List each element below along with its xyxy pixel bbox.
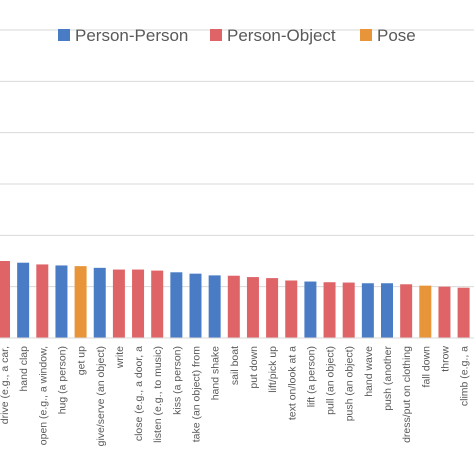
x-tick-label: hug (a person) [56,346,68,414]
x-tick-label: write [114,346,126,369]
bar [36,264,49,338]
x-tick-labels: drive (e.g., a car, hand clap open (e.g., … [0,345,471,446]
bar [132,269,145,338]
bar [323,282,336,338]
bar [93,267,106,338]
bar [246,277,259,338]
x-tick-label: fall down [420,346,432,388]
x-tick-label: hand clap [18,346,30,392]
legend: Person-Person Person-Object Pose [58,26,416,45]
legend-entry: Pose [360,26,416,45]
bar [170,272,183,338]
x-tick-label: text on/look at a [286,346,298,420]
bar [400,284,413,338]
gridlines [0,29,474,288]
x-tick-label: sail boat [229,346,241,385]
x-tick-label: throw [439,346,451,372]
x-tick-label: listen (e.g., to music) [152,346,164,443]
legend-label: Pose [377,26,416,45]
x-tick-label: hand wave [363,346,375,397]
x-tick-label: push (another [382,345,394,410]
legend-label: Person-Object [227,26,336,45]
legend-swatch [58,29,70,41]
bar [112,269,125,338]
bar [74,266,87,338]
x-tick-label: pull (an object) [325,346,337,415]
bar [381,283,393,338]
x-tick-label: kiss (a person) [171,346,183,415]
legend-entry: Person-Person [58,26,188,45]
legend-swatch [210,29,222,41]
legend-entry: Person-Object [210,26,336,45]
bar [0,261,10,338]
x-tick-label: take (an object) from [191,346,203,443]
x-tick-label: lift (a person) [305,346,317,407]
bar [457,287,470,338]
x-tick-label: drive (e.g., a car, [0,346,11,424]
bar [342,282,355,338]
bar [361,283,374,338]
x-tick-label: close (e.g., a door, a [133,346,145,441]
bar [17,262,30,338]
x-tick-label: give/serve (an object) [95,346,107,446]
bar [285,280,298,338]
legend-label: Person-Person [75,26,188,45]
x-tick-label: put down [248,346,260,389]
x-tick-label: open (e.g., a window, [37,346,49,445]
x-tick-label: get up [76,346,88,375]
bar [227,275,240,338]
x-tick-label: lift/pick up [267,346,279,393]
bar [189,273,202,338]
x-tick-label: hand shake [210,346,222,400]
bar [266,278,279,338]
bars [0,261,470,338]
bar [419,285,432,338]
bar [438,286,451,338]
x-tick-label: climb (e.g., a [459,346,471,406]
bar [304,281,317,338]
legend-swatch [360,29,372,41]
bar [208,275,221,338]
bar [151,270,164,338]
x-tick-label: dress/put on clothing [401,346,413,443]
x-tick-label: push (an object) [344,346,356,421]
bar [55,265,68,338]
